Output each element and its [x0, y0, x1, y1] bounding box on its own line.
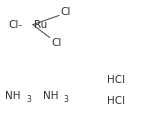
Text: 3: 3: [63, 95, 68, 104]
Text: Ru: Ru: [34, 20, 47, 30]
Text: NH: NH: [43, 91, 59, 101]
Text: Cl-: Cl-: [8, 20, 22, 30]
Text: HCl: HCl: [107, 96, 125, 106]
Text: HCl: HCl: [107, 75, 125, 85]
Text: Cl: Cl: [51, 38, 62, 48]
Text: Cl: Cl: [61, 7, 71, 17]
Text: 3: 3: [26, 95, 31, 104]
Text: NH: NH: [5, 91, 20, 101]
